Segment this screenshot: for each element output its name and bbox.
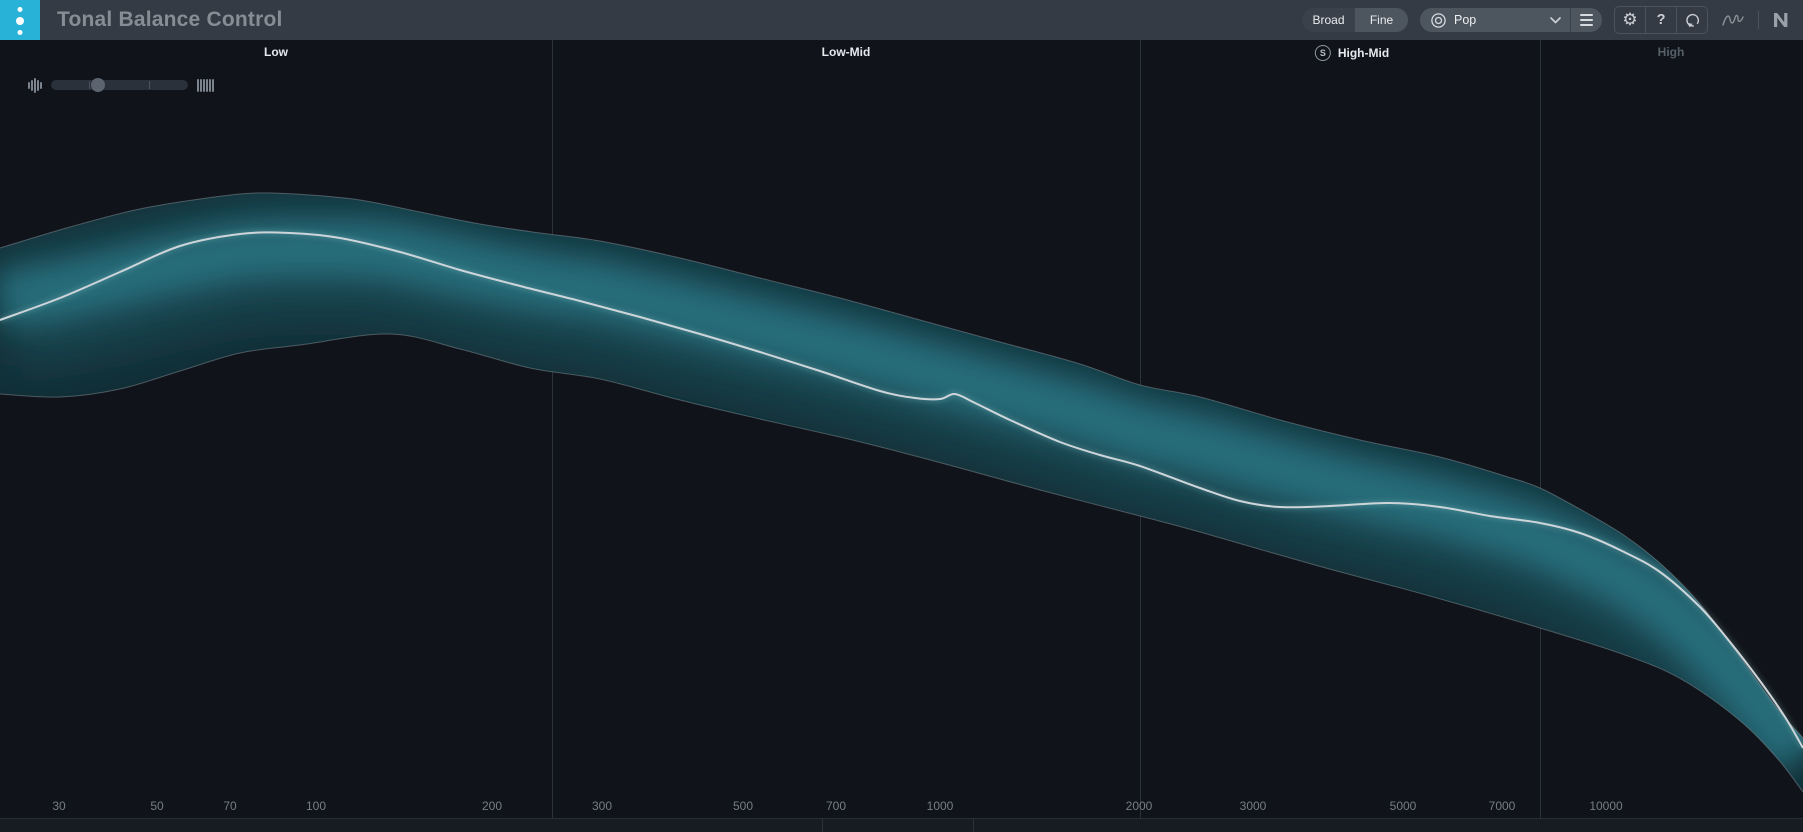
- freq-tick-100: 100: [306, 799, 326, 813]
- tonal-balance-control-window: Low Low-Mid S High-Mid High 30 50 70 100 200 300 5…: [0, 0, 1803, 832]
- freq-tick-70: 70: [223, 799, 236, 813]
- freq-tick-500: 500: [733, 799, 753, 813]
- spectrum-resolution-slider-group: [28, 76, 214, 94]
- band-label-text: High: [1658, 45, 1685, 59]
- help-icon[interactable]: ?: [1645, 7, 1676, 33]
- waveform-fine-icon: [197, 79, 214, 92]
- ni-logo-icon: [1771, 12, 1793, 28]
- preset-value: Pop: [1454, 13, 1550, 27]
- scribble-signature-icon[interactable]: [1720, 10, 1746, 30]
- freq-tick-2000: 2000: [1126, 799, 1153, 813]
- settings-gear-icon[interactable]: ⚙: [1615, 7, 1645, 33]
- freq-tick-50: 50: [150, 799, 163, 813]
- freq-tick-200: 200: [482, 799, 502, 813]
- bottom-strip-divider: [822, 819, 823, 832]
- freq-tick-700: 700: [826, 799, 846, 813]
- divider: [1758, 11, 1759, 29]
- band-label-low: Low: [264, 45, 288, 59]
- freq-tick-3000: 3000: [1240, 799, 1267, 813]
- band-label-text: High-Mid: [1338, 46, 1389, 60]
- slider-tick: [89, 81, 90, 89]
- band-label-text: Low-Mid: [822, 45, 871, 59]
- bottom-panel-strip: [0, 818, 1803, 832]
- freq-tick-1000: 1000: [927, 799, 954, 813]
- resolution-slider-track[interactable]: [51, 80, 188, 90]
- chevron-down-icon: [1550, 17, 1561, 24]
- page-title: Tonal Balance Control: [57, 0, 283, 40]
- target-icon: [1430, 12, 1447, 29]
- solo-badge[interactable]: S: [1315, 45, 1331, 61]
- waveform-coarse-icon: [28, 78, 42, 93]
- freq-tick-7000: 7000: [1489, 799, 1516, 813]
- toggle-fine-button[interactable]: Fine: [1355, 8, 1408, 32]
- utility-button-group: ⚙ ?: [1614, 6, 1708, 34]
- history-undo-icon[interactable]: [1676, 7, 1707, 33]
- freq-tick-10000: 10000: [1589, 799, 1622, 813]
- slider-tick: [149, 81, 150, 89]
- band-label-high-mid: S High-Mid: [1315, 45, 1389, 61]
- freq-tick-30: 30: [52, 799, 65, 813]
- izotope-logo[interactable]: [0, 0, 40, 40]
- freq-tick-300: 300: [592, 799, 612, 813]
- band-label-low-mid: Low-Mid: [822, 45, 871, 59]
- band-label-high: High: [1658, 45, 1685, 59]
- view-mode-toggle: Broad Fine: [1302, 8, 1408, 32]
- hamburger-menu-icon[interactable]: [1571, 8, 1602, 32]
- spectrum-display: [0, 0, 1803, 832]
- resolution-slider-knob[interactable]: [91, 78, 105, 92]
- freq-tick-5000: 5000: [1390, 799, 1417, 813]
- bottom-strip-divider: [973, 819, 974, 832]
- toggle-broad-button[interactable]: Broad: [1302, 8, 1355, 32]
- preset-dropdown[interactable]: Pop: [1420, 8, 1602, 32]
- header-controls: Broad Fine Pop ⚙ ?: [1302, 8, 1793, 32]
- band-label-text: Low: [264, 45, 288, 59]
- title-bar: Tonal Balance Control Broad Fine Pop: [0, 0, 1803, 40]
